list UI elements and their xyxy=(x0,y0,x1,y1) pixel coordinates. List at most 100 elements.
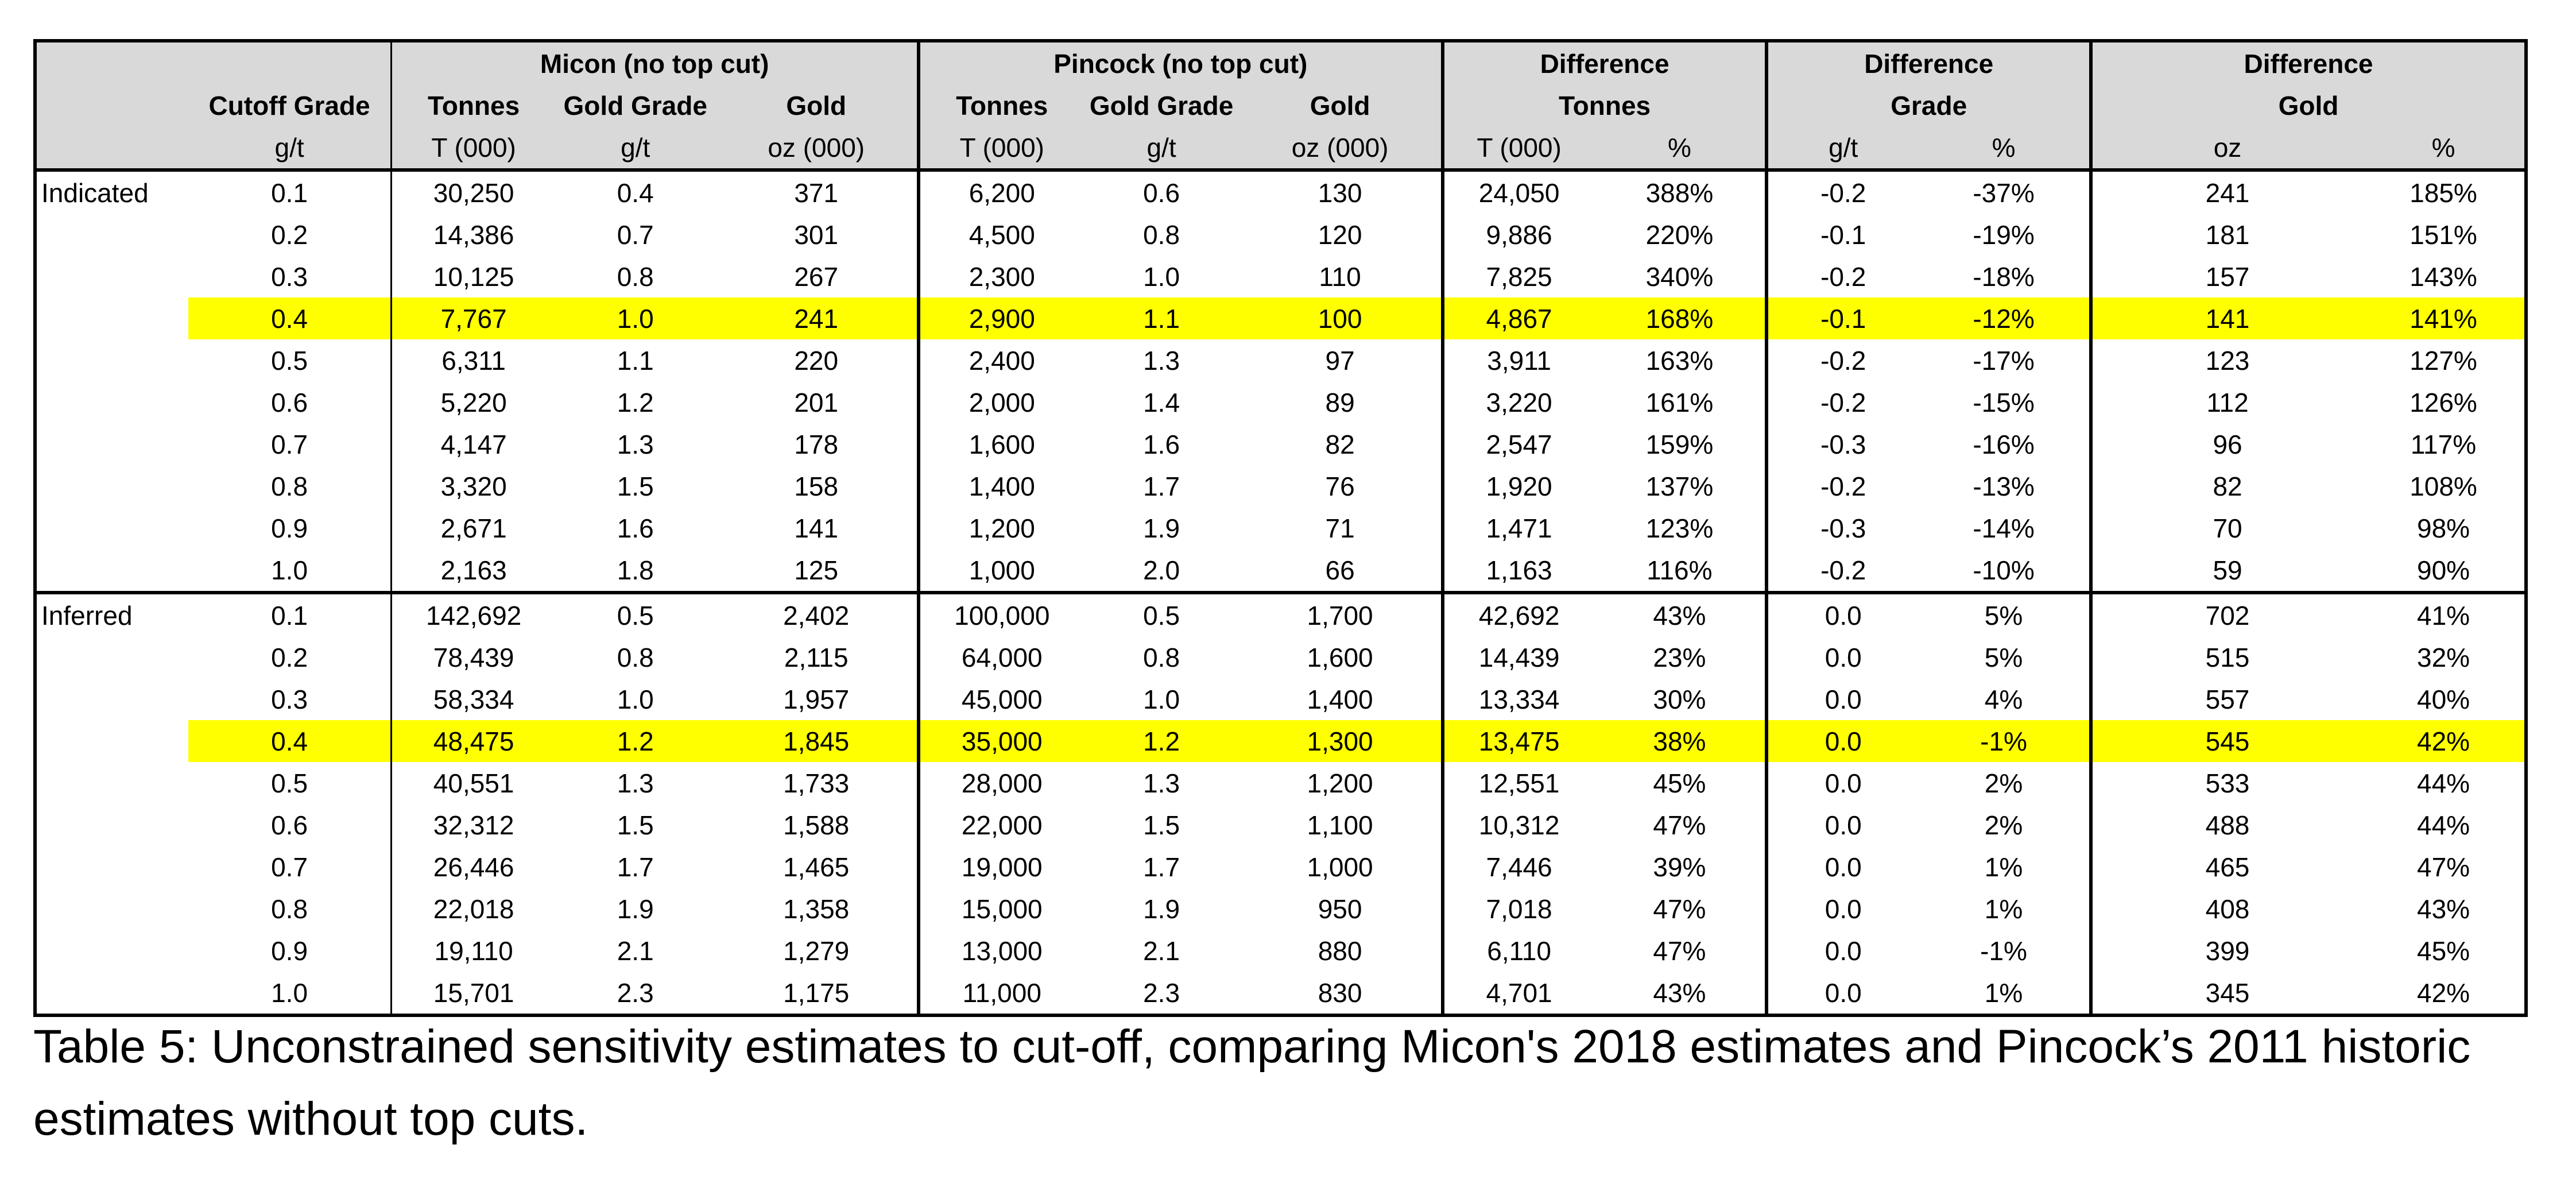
cutoff-cell: 0.5 xyxy=(271,345,308,376)
pincock-tonnes-cell: 19,000 xyxy=(916,846,1084,888)
difference-grade-abs-cell: -0.2 xyxy=(1765,381,1919,423)
micon-gold-header: Gold xyxy=(715,84,919,126)
difference-grade-group-header: Difference xyxy=(1765,42,2091,84)
difference-grade-pct-cell: -10% xyxy=(1973,555,2035,585)
micon-gold-cell: 267 xyxy=(794,261,839,292)
difference-gold-abs-cell: 533 xyxy=(2089,762,2363,804)
table-caption: Table 5: Unconstrained sensitivity estim… xyxy=(33,1020,2471,1145)
pincock-tonnes-cell: 11,000 xyxy=(916,972,1084,1014)
difference-gold-abs-cell: 465 xyxy=(2089,846,2363,888)
micon-grade-cell: 1.0 xyxy=(555,297,716,339)
pincock-gold-cell: 830 xyxy=(1318,977,1362,1008)
difference-grade-abs-cell: 0.0 xyxy=(1765,804,1919,846)
difference-gold-pct-cell: 117% xyxy=(2410,429,2477,459)
pincock-grade-cell: 1.0 xyxy=(1143,261,1180,292)
micon-tonnes-cell: 4,147 xyxy=(390,423,555,465)
section-label-empty xyxy=(37,339,188,381)
pincock-grade-cell: 0.6 xyxy=(1083,168,1239,214)
difference-gold-abs-cell: 112 xyxy=(2089,381,2363,423)
difference-gold-pct-cell: 43% xyxy=(2416,894,2470,924)
difference-gold-abs-cell: 702 xyxy=(2089,591,2363,636)
pincock-gold-header: Gold xyxy=(1239,84,1443,126)
pincock-grade-unit: g/t xyxy=(1083,126,1239,172)
micon-grade-header: Gold Grade xyxy=(555,84,716,126)
difference-tonnes-abs-cell: 4,867 xyxy=(1440,297,1594,339)
difference-tonnes-pct-cell: 45% xyxy=(1653,768,1706,798)
micon-tonnes-cell: 58,334 xyxy=(390,678,555,720)
micon-grade-cell: 1.1 xyxy=(617,345,654,376)
pincock-gold-cell: 1,600 xyxy=(1307,642,1373,672)
difference-grade-pct-unit: % xyxy=(1918,126,2091,172)
difference-gold-pct-cell: 127% xyxy=(2410,345,2477,376)
micon-gold-cell: 241 xyxy=(715,297,919,339)
section-label-empty xyxy=(37,846,188,888)
micon-group-header: Micon (no top cut) xyxy=(390,42,919,84)
cutoff-cell: 0.8 xyxy=(271,471,308,501)
pincock-tonnes-cell: 28,000 xyxy=(916,762,1084,804)
difference-gold-abs-unit: oz xyxy=(2089,126,2363,172)
micon-grade-cell: 1.9 xyxy=(617,894,654,924)
pincock-gold-cell: 120 xyxy=(1318,219,1362,250)
difference-gold-abs-cell: 241 xyxy=(2089,168,2363,214)
table-body: Indicated 0.1 30,250 0.4 371 6,200 0.6 130 24,05… xyxy=(37,168,2524,1014)
difference-gold-pct-cell: 126% xyxy=(2410,387,2477,417)
difference-gold-pct-cell: 42% xyxy=(2416,977,2470,1008)
difference-grade-pct-cell: -1% xyxy=(1980,935,2027,966)
micon-tonnes-cell: 40,551 xyxy=(390,762,555,804)
difference-gold-abs-cell: 59 xyxy=(2089,549,2363,593)
difference-gold-pct-cell: 143% xyxy=(2410,261,2477,292)
micon-gold-cell: 2,115 xyxy=(784,642,849,672)
micon-tonnes-unit: T (000) xyxy=(390,126,555,172)
difference-grade-abs-cell: -0.2 xyxy=(1765,168,1919,214)
pincock-tonnes-cell: 1,200 xyxy=(916,507,1084,549)
micon-tonnes-cell: 48,475 xyxy=(390,720,555,762)
micon-tonnes-cell: 6,311 xyxy=(390,339,555,381)
difference-tonnes-abs-cell: 7,446 xyxy=(1440,846,1594,888)
table-row: 0.9 19,110 2.1 1,279 13,000 2.1 880 6,110 47% 0.0… xyxy=(37,930,2524,972)
cutoff-cell: 0.2 xyxy=(271,219,308,250)
difference-tonnes-abs-cell: 3,220 xyxy=(1440,381,1594,423)
section-label-empty xyxy=(37,381,188,423)
micon-tonnes-cell: 15,701 xyxy=(390,972,555,1014)
micon-gold-cell: 201 xyxy=(794,387,839,417)
difference-tonnes-pct-cell: 161% xyxy=(1645,387,1714,417)
difference-grade-abs-cell: -0.2 xyxy=(1765,465,1919,507)
micon-grade-cell: 0.5 xyxy=(555,591,716,636)
difference-tonnes-pct-cell: 168% xyxy=(1594,297,1767,339)
difference-tonnes-pct-cell: 47% xyxy=(1653,894,1706,924)
difference-gold-pct-cell: 151% xyxy=(2410,219,2477,250)
difference-grade-pct-cell: -12% xyxy=(1918,297,2091,339)
difference-tonnes-abs-cell: 7,825 xyxy=(1440,256,1594,297)
section-label-empty xyxy=(37,720,188,762)
difference-gold-abs-cell: 82 xyxy=(2089,465,2363,507)
micon-tonnes-cell: 30,250 xyxy=(390,168,555,214)
cutoff-cell: 0.6 xyxy=(271,387,308,417)
difference-grade-abs-cell: 0.0 xyxy=(1765,930,1919,972)
micon-gold-cell: 125 xyxy=(794,555,839,585)
difference-grade-abs-cell: -0.3 xyxy=(1765,423,1919,465)
difference-tonnes-pct-cell: 43% xyxy=(1594,591,1767,636)
difference-grade-abs-cell: 0.0 xyxy=(1765,846,1919,888)
difference-grade-pct-cell: 1% xyxy=(1984,977,2023,1008)
micon-tonnes-header: Tonnes xyxy=(390,84,555,126)
pincock-grade-cell: 1.9 xyxy=(1143,513,1180,543)
table-row: 0.6 5,220 1.2 201 2,000 1.4 89 3,220 161% -0.2 -15… xyxy=(37,381,2524,423)
difference-grade-pct-cell: -18% xyxy=(1973,261,2035,292)
difference-gold-pct-cell: 108% xyxy=(2410,471,2477,501)
difference-gold-abs-cell: 70 xyxy=(2089,507,2363,549)
difference-tonnes-abs-cell: 2,547 xyxy=(1440,423,1594,465)
header-row-groups: Micon (no top cut) Pincock (no top cut) … xyxy=(37,42,2524,84)
pincock-gold-cell: 1,000 xyxy=(1307,852,1373,882)
micon-gold-cell: 178 xyxy=(794,429,839,459)
difference-grade-pct-cell: -16% xyxy=(1973,429,2035,459)
difference-gold-abs-cell: 157 xyxy=(2089,256,2363,297)
section-label-empty xyxy=(37,972,188,1014)
micon-grade-cell: 1.2 xyxy=(555,720,716,762)
micon-tonnes-cell: 2,671 xyxy=(390,507,555,549)
pincock-gold-cell: 1,700 xyxy=(1239,591,1443,636)
micon-grade-cell: 1.3 xyxy=(617,768,654,798)
cutoff-cell: 0.1 xyxy=(188,591,392,636)
micon-gold-cell: 220 xyxy=(794,345,839,376)
difference-tonnes-pct-cell: 30% xyxy=(1653,684,1706,714)
pincock-grade-cell: 2.0 xyxy=(1143,555,1180,585)
